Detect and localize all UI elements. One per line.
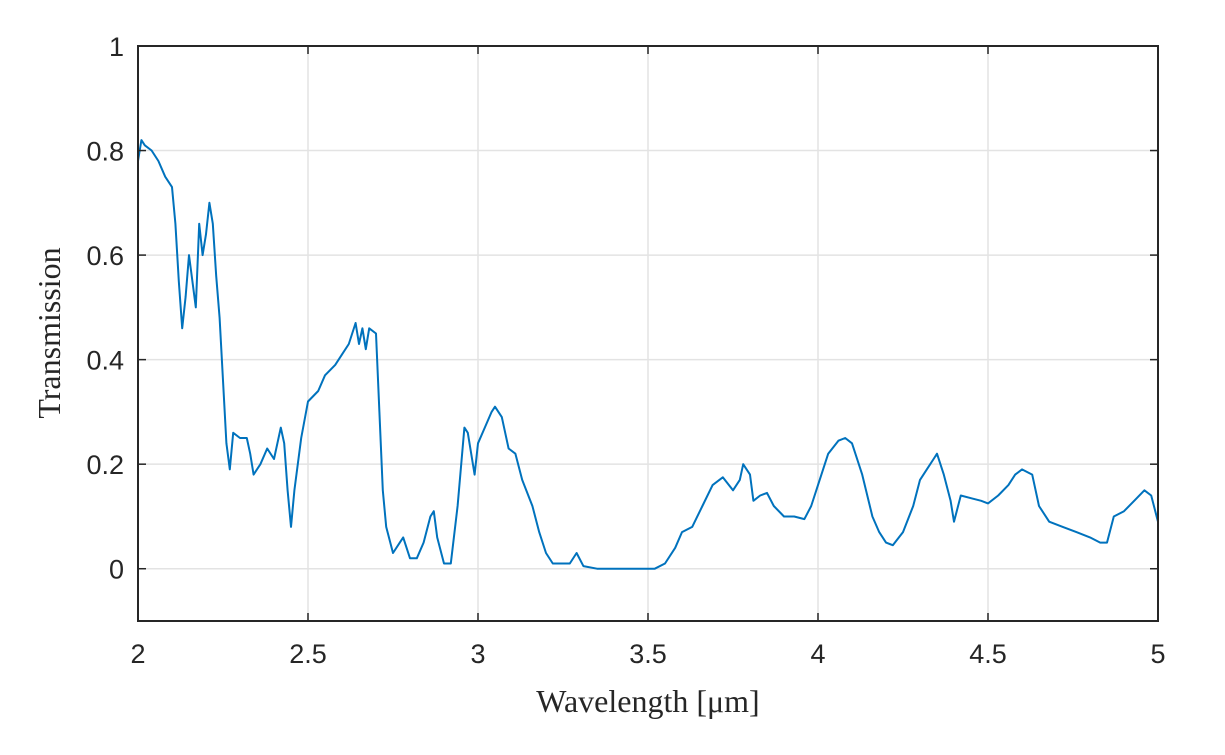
x-tick-label: 4.5 [969, 639, 1007, 669]
x-tick-label: 2.5 [289, 639, 327, 669]
series-line [137, 139, 1159, 570]
series-layer [137, 139, 1159, 570]
x-tick-label: 4 [810, 639, 825, 669]
x-tick-label: 3.5 [629, 639, 667, 669]
x-tick-label: 5 [1150, 639, 1165, 669]
y-tick-label: 0.4 [86, 346, 124, 376]
y-tick-label: 0 [109, 555, 124, 585]
x-tick-label: 3 [470, 639, 485, 669]
y-axis-title: Transmission [31, 247, 67, 418]
grid [137, 45, 1159, 621]
y-tick-label: 0.6 [86, 241, 124, 271]
y-tick-label: 0.2 [86, 450, 124, 480]
ticks: 2 2.5 3 3.5 4 4.5 5 0 0.2 0.4 0.6 0.8 1 [86, 32, 1165, 669]
x-axis-title: Wavelength [μm] [536, 683, 759, 719]
y-tick-label: 1 [109, 32, 124, 62]
y-tick-label: 0.8 [86, 137, 124, 167]
x-tick-label: 2 [130, 639, 145, 669]
